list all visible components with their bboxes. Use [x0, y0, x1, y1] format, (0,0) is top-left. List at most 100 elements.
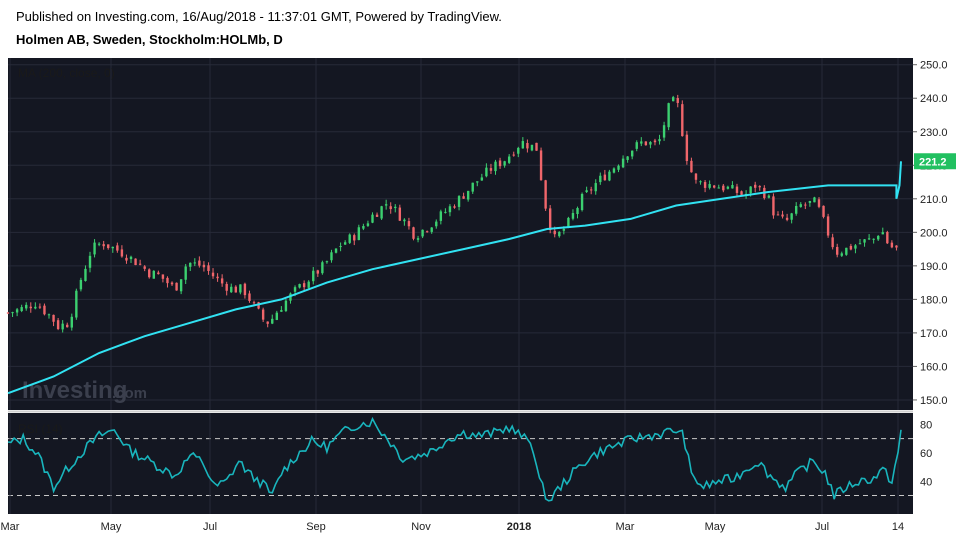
candle-body [302, 283, 306, 288]
candle-body [826, 216, 830, 236]
candle-body [813, 197, 816, 203]
candle-body [476, 181, 479, 183]
candle-body [38, 306, 42, 308]
candle-body [731, 185, 734, 189]
candle-body [339, 246, 342, 248]
moving-average-line [7, 161, 902, 395]
candle-body [749, 186, 752, 194]
candle-body [97, 243, 101, 245]
candle-body [635, 142, 638, 149]
candle-body [116, 245, 119, 251]
candle-body [20, 307, 23, 312]
candle-body [599, 175, 602, 183]
candle-body [640, 141, 643, 144]
candle-body [754, 184, 757, 188]
candle-body [562, 228, 566, 231]
candle-body [494, 161, 497, 172]
candle-body [712, 185, 716, 188]
candle-body [79, 279, 83, 290]
candle-body [530, 144, 534, 151]
candle-body [767, 195, 771, 198]
price-tick-label: 170.0 [920, 328, 948, 340]
candle-body [785, 217, 789, 220]
candle-body [47, 314, 51, 316]
candle-body [412, 227, 415, 239]
time-tick-label: Mar [616, 521, 635, 533]
candle-body [553, 230, 556, 235]
candle-body [316, 270, 320, 274]
candle-body [143, 266, 146, 269]
candle-body [439, 211, 443, 221]
rsi-tick-label: 80 [920, 419, 932, 431]
candle-body [808, 200, 812, 203]
candle-body [430, 227, 433, 232]
candle-body [895, 245, 898, 248]
price-grid [8, 58, 913, 410]
price-badge-box [914, 153, 956, 170]
price-tick-label: 160.0 [920, 361, 948, 373]
price-tick-label: 210.0 [920, 194, 948, 206]
candle-body [211, 272, 215, 277]
time-tick-label: Mar [1, 521, 20, 533]
candle-body [193, 262, 197, 264]
candle-body [362, 226, 365, 229]
candle-body [348, 234, 351, 243]
candle-body [735, 186, 739, 193]
time-tick-label: Jul [815, 521, 829, 533]
candle-body [681, 104, 684, 137]
candle-body [84, 268, 87, 281]
investing-watermark: Investing .com [22, 377, 147, 404]
candle-body [43, 305, 46, 315]
candle-body [836, 246, 839, 255]
candle-body [34, 306, 37, 309]
candle-body [66, 324, 69, 328]
candle-body [877, 235, 880, 240]
candle-body [248, 293, 251, 301]
candle-body [872, 238, 875, 240]
candle-body [890, 242, 894, 248]
candle-body [503, 161, 506, 166]
candle-body [845, 247, 848, 255]
candle-body [325, 261, 329, 263]
candle-body [102, 244, 105, 247]
candle-body [608, 171, 611, 181]
candle-body [544, 180, 547, 209]
candle-body [448, 206, 452, 213]
candle-body [594, 183, 597, 192]
candle-body [394, 206, 397, 209]
candle-body [799, 204, 802, 207]
candle-body [457, 196, 461, 207]
candle-body [658, 139, 661, 142]
time-tick-label: 14 [892, 521, 904, 533]
candle-body [152, 270, 155, 279]
candle-body [70, 316, 73, 328]
candle-body [398, 207, 402, 221]
candle-body [517, 147, 520, 154]
rsi-line [7, 416, 902, 502]
candle-body [184, 266, 187, 280]
candle-body [444, 211, 447, 213]
candle-body [280, 310, 283, 312]
candle-body [384, 204, 388, 206]
watermark-suffix: .com [112, 385, 147, 402]
candle-body [252, 302, 256, 304]
candle-body [485, 167, 488, 177]
candle-body [667, 103, 670, 128]
candle-body [526, 143, 529, 149]
candle-body [466, 190, 470, 200]
candle-body [198, 260, 201, 266]
time-tick-label: Sep [306, 521, 326, 533]
candle-body [790, 213, 793, 220]
candle-body [416, 238, 420, 240]
candle-body [243, 283, 247, 296]
candle-body [120, 249, 124, 257]
candle-body [772, 196, 775, 216]
candle-body [25, 304, 28, 309]
candle-body [312, 270, 315, 282]
candle-body [353, 235, 356, 241]
candle-body [298, 284, 301, 288]
candle-body [626, 156, 629, 160]
candle-body [558, 231, 561, 237]
candle-body [822, 205, 825, 217]
candle-body [179, 279, 183, 292]
